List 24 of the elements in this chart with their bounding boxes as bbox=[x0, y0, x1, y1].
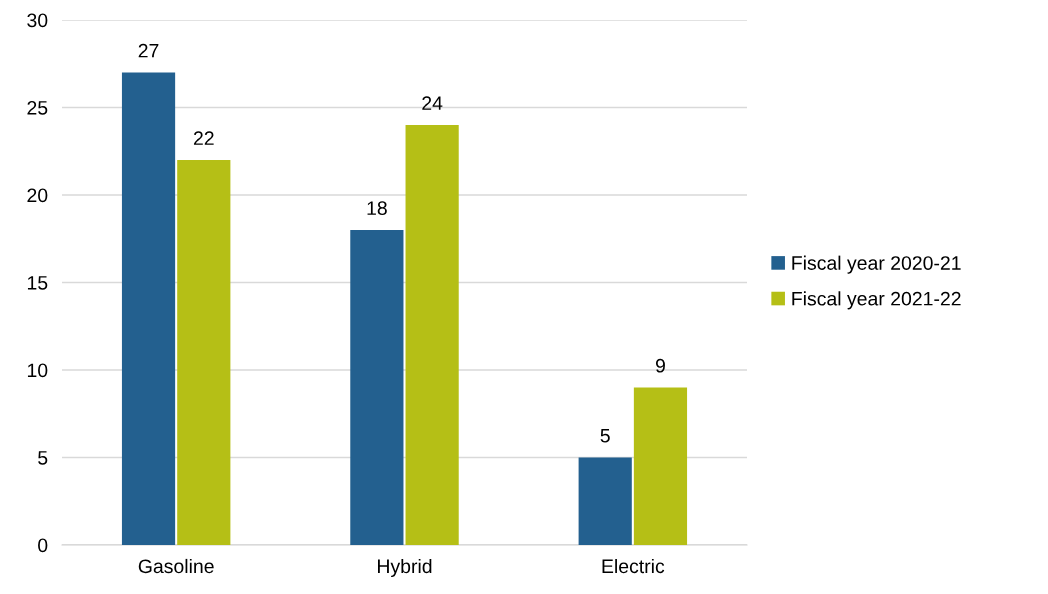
y-tick-label: 0 bbox=[38, 538, 48, 553]
data-label: 24 bbox=[422, 96, 443, 110]
x-tick-label: Gasoline bbox=[138, 558, 214, 574]
bar bbox=[578, 457, 632, 545]
y-tick-label: 25 bbox=[27, 100, 48, 115]
y-tick-label: 15 bbox=[27, 276, 48, 290]
data-label: 27 bbox=[138, 43, 159, 58]
y-tick-label: 30 bbox=[27, 13, 48, 28]
data-label: 9 bbox=[655, 358, 665, 373]
bar bbox=[405, 125, 459, 545]
data-label: 22 bbox=[193, 131, 214, 145]
data-label: 18 bbox=[367, 201, 387, 216]
bar bbox=[633, 387, 688, 545]
legend-label: Fiscal year 2020-21 bbox=[792, 255, 961, 274]
bar bbox=[177, 160, 231, 545]
x-tick-label: Electric bbox=[602, 558, 665, 574]
bar bbox=[350, 230, 404, 545]
x-tick-label: Hybrid bbox=[378, 558, 432, 578]
data-label: 5 bbox=[600, 428, 610, 443]
y-tick-label: 5 bbox=[38, 451, 48, 465]
legend-label: Fiscal year 2021-22 bbox=[792, 291, 961, 310]
y-tick-label: 20 bbox=[27, 188, 48, 203]
bar bbox=[121, 72, 176, 545]
y-tick-label: 10 bbox=[27, 363, 48, 378]
